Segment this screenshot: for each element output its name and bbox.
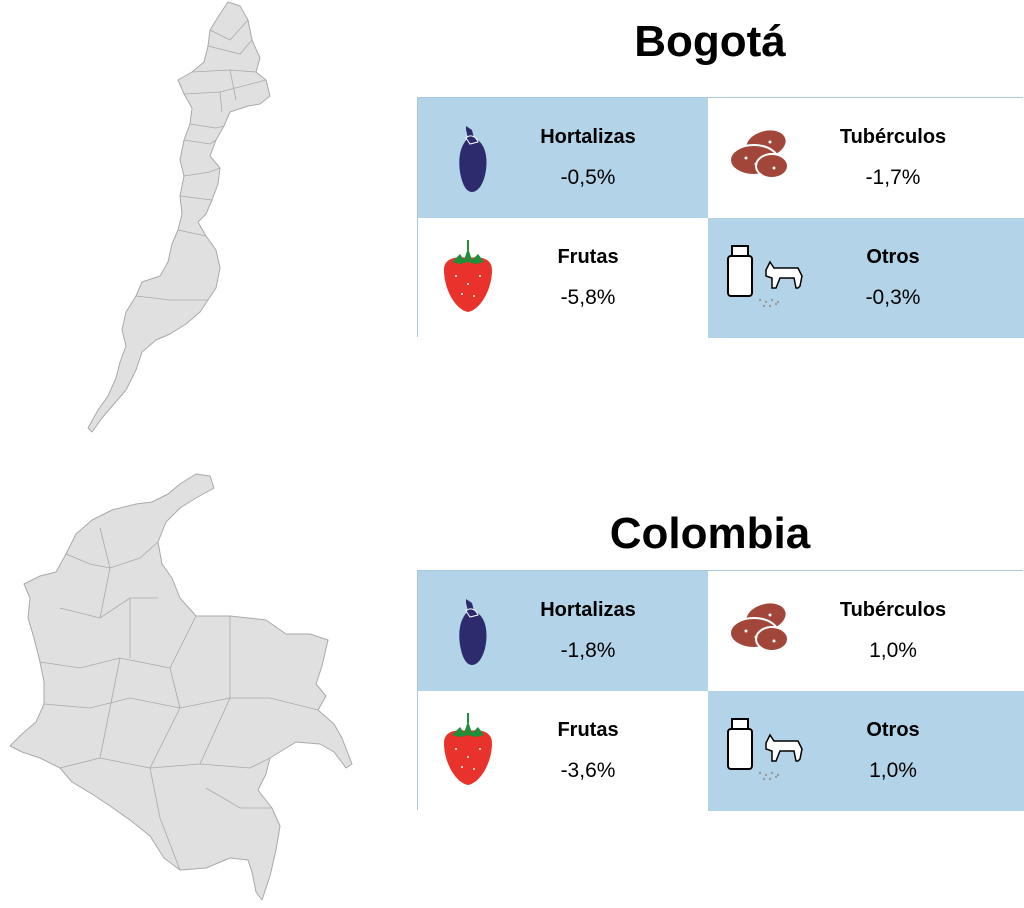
section-title-bogota: Bogotá — [634, 17, 786, 66]
category-value: 1,0% — [869, 639, 917, 662]
category-value: -1,7% — [865, 166, 921, 189]
bogota-map — [80, 0, 280, 440]
category-cell-frutas: Frutas -5,8% — [418, 218, 708, 338]
category-value: -5,8% — [560, 286, 616, 309]
colombia-map — [0, 468, 360, 908]
category-label: Otros — [866, 719, 920, 741]
category-value: -0,3% — [865, 286, 921, 309]
category-cell-frutas: Frutas -3,6% — [418, 691, 708, 811]
category-label: Frutas — [557, 719, 619, 741]
potato-icon — [726, 593, 816, 669]
potato-icon — [726, 120, 816, 196]
category-label: Otros — [866, 246, 920, 268]
category-label: Hortalizas — [540, 599, 636, 621]
category-value: -1,8% — [560, 639, 616, 662]
category-cell-hortalizas: Hortalizas -1,8% — [418, 571, 708, 691]
category-cell-otros: Otros 1,0% — [708, 691, 1024, 811]
category-label: Hortalizas — [540, 126, 636, 148]
colombia-stats-grid: Hortalizas -1,8% Tubérculos 1,0% Frutas … — [417, 570, 1024, 811]
eggplant-icon — [436, 593, 526, 669]
category-label: Frutas — [557, 246, 619, 268]
category-cell-tuberculos: Tubérculos 1,0% — [708, 571, 1024, 691]
category-label: Tubérculos — [839, 599, 947, 621]
category-value: -0,5% — [560, 166, 616, 189]
category-value: -3,6% — [560, 759, 616, 782]
milk-cow-icon — [726, 713, 816, 789]
category-cell-hortalizas: Hortalizas -0,5% — [418, 98, 708, 218]
strawberry-icon — [436, 240, 526, 316]
milk-cow-icon — [726, 240, 816, 316]
category-cell-otros: Otros -0,3% — [708, 218, 1024, 338]
category-label: Tubérculos — [839, 126, 947, 148]
category-value: 1,0% — [869, 759, 917, 782]
section-title-colombia: Colombia — [609, 509, 811, 558]
strawberry-icon — [436, 713, 526, 789]
bogota-stats-grid: Hortalizas -0,5% Tubérculos -1,7% Frutas… — [417, 97, 1024, 338]
eggplant-icon — [436, 120, 526, 196]
category-cell-tuberculos: Tubérculos -1,7% — [708, 98, 1024, 218]
